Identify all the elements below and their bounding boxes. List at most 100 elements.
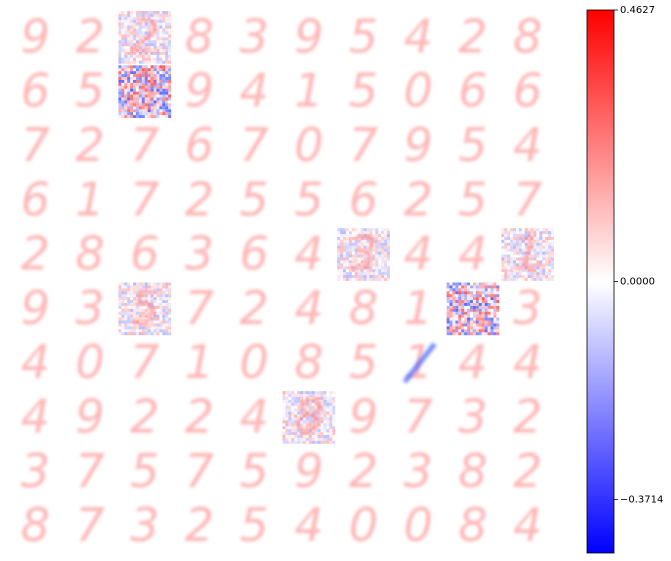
- noise-pixel: [507, 257, 511, 261]
- noise-pixel: [127, 34, 131, 38]
- noise-pixel: [121, 25, 125, 29]
- noise-pixel: [127, 91, 131, 95]
- noise-pixel: [130, 311, 134, 315]
- noise-pixel: [130, 11, 134, 14]
- noise-pixel: [150, 332, 154, 336]
- noise-pixel: [141, 25, 145, 29]
- noise-pixel: [159, 97, 163, 101]
- noise-pixel: [138, 82, 142, 86]
- noise-pixel: [144, 13, 148, 17]
- noise-pixel: [130, 100, 134, 104]
- noise-pixel: [513, 251, 516, 255]
- noise-pixel: [343, 251, 346, 255]
- noise-pixel: [118, 112, 122, 116]
- noise-pixel: [150, 297, 154, 301]
- noise-pixel: [156, 71, 160, 75]
- noise-pixel: [375, 257, 379, 261]
- noise-pixel: [326, 402, 330, 406]
- noise-pixel: [381, 269, 385, 273]
- noise-pixel: [340, 231, 344, 235]
- noise-pixel: [490, 302, 494, 306]
- noise-pixel: [127, 49, 131, 52]
- noise-pixel: [118, 300, 122, 303]
- noise-pixel: [472, 326, 476, 330]
- noise-pixel: [484, 282, 488, 286]
- noise-pixel: [305, 391, 309, 395]
- digit-image: 6: [21, 64, 50, 118]
- noise-pixel: [323, 429, 327, 433]
- noise-pixel: [159, 311, 163, 315]
- digit-image: 4: [294, 281, 323, 335]
- noise-pixel: [153, 288, 157, 292]
- noise-pixel: [323, 417, 327, 421]
- noise-pixel: [147, 88, 151, 92]
- noise-pixel: [162, 68, 166, 72]
- noise-pixel: [124, 23, 127, 26]
- digit-image: 2: [21, 227, 50, 281]
- noise-pixel: [487, 291, 491, 295]
- noise-pixel: [153, 65, 157, 69]
- noise-pixel: [381, 254, 385, 258]
- noise-pixel: [326, 437, 330, 441]
- noise-pixel: [127, 103, 131, 107]
- noise-pixel: [165, 19, 169, 23]
- noise-patch: [337, 228, 390, 281]
- noise-pixel: [363, 260, 367, 264]
- noise-pixel: [288, 417, 292, 421]
- noise-pixel: [144, 31, 148, 35]
- noise-pixel: [449, 308, 453, 312]
- noise-pixel: [515, 257, 519, 261]
- noise-pixel: [150, 11, 154, 14]
- noise-pixel: [138, 294, 142, 298]
- noise-pixel: [496, 285, 500, 289]
- noise-pixel: [490, 314, 494, 318]
- noise-pixel: [133, 71, 136, 75]
- noise-pixel: [386, 228, 390, 232]
- noise-pixel: [378, 254, 382, 258]
- noise-pixel: [150, 65, 154, 69]
- noise-pixel: [464, 288, 468, 292]
- noise-pixel: [510, 277, 514, 281]
- noise-pixel: [530, 234, 534, 237]
- noise-pixel: [159, 297, 163, 301]
- noise-pixel: [135, 100, 139, 104]
- noise-pixel: [133, 103, 136, 107]
- noise-pixel: [357, 263, 361, 267]
- noise-pixel: [159, 22, 163, 26]
- noise-pixel: [386, 266, 390, 270]
- noise-pixel: [501, 231, 505, 235]
- noise-pixel: [121, 300, 125, 303]
- noise-pixel: [314, 396, 318, 400]
- noise-patch: [282, 391, 336, 444]
- noise-pixel: [124, 68, 128, 72]
- noise-pixel: [326, 409, 329, 412]
- noise-pixel: [536, 228, 540, 232]
- noise-pixel: [133, 51, 136, 55]
- noise-pixel: [378, 272, 382, 276]
- noise-pixel: [354, 251, 358, 255]
- noise-pixel: [493, 311, 497, 315]
- noise-pixel: [162, 311, 166, 315]
- noise-pixel: [354, 272, 358, 276]
- noise-pixel: [482, 294, 485, 297]
- noise-pixel: [464, 294, 468, 298]
- noise-pixel: [130, 302, 134, 306]
- noise-pixel: [548, 269, 552, 273]
- noise-pixel: [133, 109, 136, 113]
- noise-pixel: [496, 323, 500, 327]
- noise-pixel: [539, 248, 543, 252]
- noise-pixel: [153, 94, 157, 98]
- noise-pixel: [478, 323, 482, 327]
- noise-pixel: [147, 13, 151, 17]
- noise-pixel: [168, 82, 172, 86]
- noise-pixel: [144, 85, 148, 89]
- noise-pixel: [159, 106, 163, 110]
- noise-pixel: [133, 40, 136, 44]
- noise-pixel: [294, 411, 298, 415]
- noise-pixel: [162, 34, 165, 37]
- noise-pixel: [153, 88, 157, 92]
- noise-pixel: [369, 263, 373, 267]
- noise-pixel: [159, 74, 163, 78]
- digit-image: 3: [240, 9, 269, 63]
- noise-pixel: [481, 297, 485, 301]
